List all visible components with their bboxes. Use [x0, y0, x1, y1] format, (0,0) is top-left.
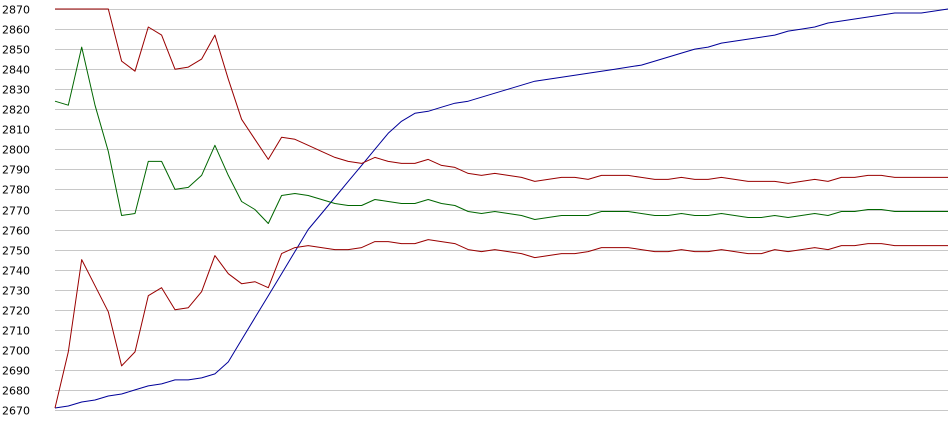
y-tick-label: 2760: [2, 225, 30, 238]
y-tick-label: 2720: [2, 305, 30, 318]
y-tick-label: 2780: [2, 184, 30, 197]
y-tick-label: 2700: [2, 345, 30, 358]
y-tick-label: 2740: [2, 265, 30, 278]
y-tick-label: 2670: [2, 405, 30, 418]
y-tick-label: 2770: [2, 205, 30, 218]
y-tick-label: 2750: [2, 245, 30, 258]
y-tick-label: 2820: [2, 104, 30, 117]
series-line-1: [54, 8, 949, 409]
y-tick-label: 2840: [2, 64, 30, 77]
y-tick-label: 2850: [2, 44, 30, 57]
y-tick-label: 2800: [2, 144, 30, 157]
y-tick-label: 2730: [2, 285, 30, 298]
y-tick-label: 2790: [2, 164, 30, 177]
series-line-4: [54, 239, 948, 409]
series-line-2: [55, 8, 948, 184]
y-tick-label: 2690: [2, 365, 30, 378]
series-layer: [54, 8, 949, 409]
y-tick-label: 2860: [2, 24, 30, 37]
y-tick-label: 2870: [2, 4, 30, 17]
y-tick-label: 2810: [2, 124, 30, 137]
series-line-3: [54, 46, 948, 224]
y-tick-label: 2830: [2, 84, 30, 97]
grid-layer: [55, 9, 948, 411]
y-tick-label: 2680: [2, 385, 30, 398]
y-tick-label: 2710: [2, 325, 30, 338]
y-axis-tick-labels: 2670 2680 2690 2700 2710 2720 2730 2740 2750 2760…: [2, 4, 30, 418]
